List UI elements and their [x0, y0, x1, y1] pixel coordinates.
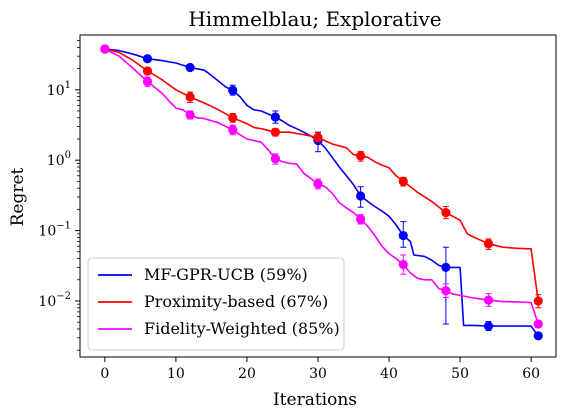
- y-tick-label: 100: [47, 150, 71, 169]
- legend-label: Fidelity-Weighted (85%): [144, 319, 340, 338]
- data-point: [533, 319, 543, 329]
- data-point: [313, 132, 323, 143]
- data-point: [441, 286, 451, 296]
- data-point: [142, 54, 153, 64]
- data-point: [356, 214, 366, 224]
- data-point: [441, 208, 451, 218]
- legend: MF-GPR-UCB (59%) Proximity-based (67%) Fid…: [87, 257, 345, 351]
- data-point: [228, 85, 238, 95]
- x-axis-label: Iterations: [273, 390, 357, 410]
- y-tick-label: 101: [47, 80, 71, 99]
- data-point: [533, 331, 543, 341]
- x-tick-label: 50: [451, 366, 469, 382]
- data-point: [100, 44, 110, 54]
- data-point: [185, 110, 195, 120]
- data-point: [356, 191, 366, 201]
- data-point: [356, 151, 366, 161]
- data-point: [228, 125, 238, 135]
- data-point: [270, 154, 280, 164]
- x-tick-label: 30: [309, 366, 327, 382]
- data-point: [398, 259, 408, 270]
- legend-label: Proximity-based (67%): [144, 292, 328, 311]
- data-point: [185, 92, 195, 102]
- y-tick-label: 10−1: [38, 221, 71, 240]
- data-point: [441, 262, 451, 272]
- y-tick-label: 10−2: [38, 291, 71, 310]
- x-tick-label: 20: [238, 366, 256, 382]
- data-point: [313, 179, 323, 189]
- chart-title: Himmelblau; Explorative: [188, 7, 441, 31]
- plot-area: 0 10 20 30 40 50 60 101 100 10−1 10−2: [38, 34, 557, 382]
- x-tick-label: 60: [522, 366, 540, 382]
- data-point: [142, 76, 153, 87]
- data-point: [483, 295, 494, 305]
- data-point: [398, 176, 408, 186]
- series-line: [104, 48, 539, 337]
- data-point: [185, 62, 195, 73]
- data-point: [398, 230, 408, 241]
- data-point: [270, 112, 280, 122]
- x-tick-label: 10: [167, 366, 185, 382]
- x-tick-label: 40: [380, 366, 398, 382]
- y-axis-label: Regret: [8, 167, 28, 226]
- data-point: [270, 127, 280, 137]
- data-point: [483, 239, 494, 249]
- legend-label: MF-GPR-UCB (59%): [144, 265, 308, 284]
- data-point: [533, 296, 543, 306]
- data-point: [228, 113, 238, 123]
- data-point: [483, 321, 494, 331]
- x-tick-label: 0: [100, 366, 109, 382]
- series-3: [100, 44, 543, 329]
- data-point: [142, 66, 153, 76]
- legend-box: [87, 257, 345, 351]
